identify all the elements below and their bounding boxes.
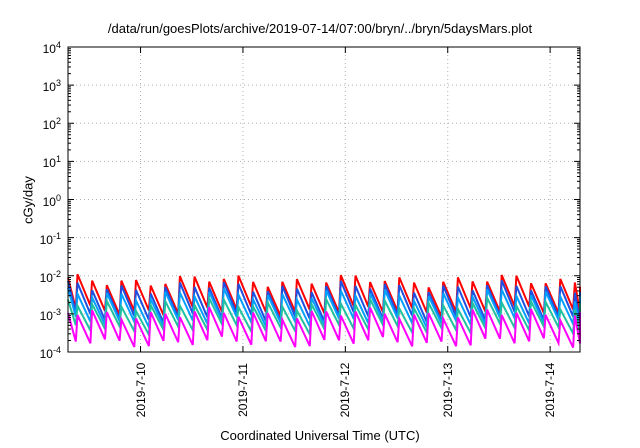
- x-tick-label: 2019-7-11: [235, 363, 250, 417]
- x-tick-label: 2019-7-12: [338, 362, 353, 418]
- y-tick-base: 10: [42, 156, 56, 171]
- y-tick-base: 10: [39, 270, 53, 285]
- y-tick-label: 102: [42, 116, 61, 133]
- y-tick-label: 100: [42, 192, 61, 209]
- y-tick-base: 10: [39, 232, 53, 247]
- y-tick-label: 10-1: [39, 230, 61, 247]
- series-line: [67, 273, 581, 318]
- y-tick-exponent: 1: [55, 154, 61, 165]
- y-tick-base: 10: [42, 118, 56, 133]
- y-tick-exponent: 3: [55, 78, 61, 89]
- series-line: [67, 287, 581, 332]
- x-tick-label: 2019-7-14: [543, 362, 558, 418]
- y-tick-label: 10-2: [39, 268, 61, 285]
- y-tick-exponent: 4: [55, 40, 61, 50]
- y-tick-base: 10: [42, 80, 56, 95]
- y-tick-base: 10: [39, 347, 53, 361]
- chart-title: /data/run/goesPlots/archive/2019-07-14/0…: [107, 21, 533, 36]
- series-line: [67, 306, 581, 349]
- y-tick-exponent: -2: [52, 268, 61, 279]
- y-tick-exponent: 2: [55, 116, 61, 127]
- tick-marks: [68, 46, 580, 353]
- y-tick-label: 10-3: [39, 306, 61, 323]
- y-tick-label: 101: [42, 154, 61, 171]
- y-tick-base: 10: [42, 42, 56, 56]
- y-tick-exponent: -1: [52, 230, 61, 241]
- y-tick-base: 10: [39, 308, 53, 323]
- y-tick-label: 103: [42, 78, 61, 95]
- x-tick-label: 2019-7-10: [133, 362, 148, 418]
- y-tick-exponent: -4: [52, 345, 61, 355]
- y-tick-exponent: 0: [55, 192, 61, 203]
- y-axis-label: cGy/day: [20, 176, 36, 224]
- x-tick-label: 2019-7-13: [440, 362, 455, 418]
- series-group: [67, 273, 581, 349]
- y-tick-base: 10: [42, 194, 56, 209]
- series-line: [67, 293, 581, 339]
- y-tick-label: 10-4: [39, 345, 61, 361]
- x-axis-label: Coordinated Universal Time (UTC): [220, 428, 420, 443]
- series-line: [67, 280, 581, 324]
- y-tick-exponent: -3: [52, 306, 61, 317]
- y-tick-label: 104: [42, 40, 61, 56]
